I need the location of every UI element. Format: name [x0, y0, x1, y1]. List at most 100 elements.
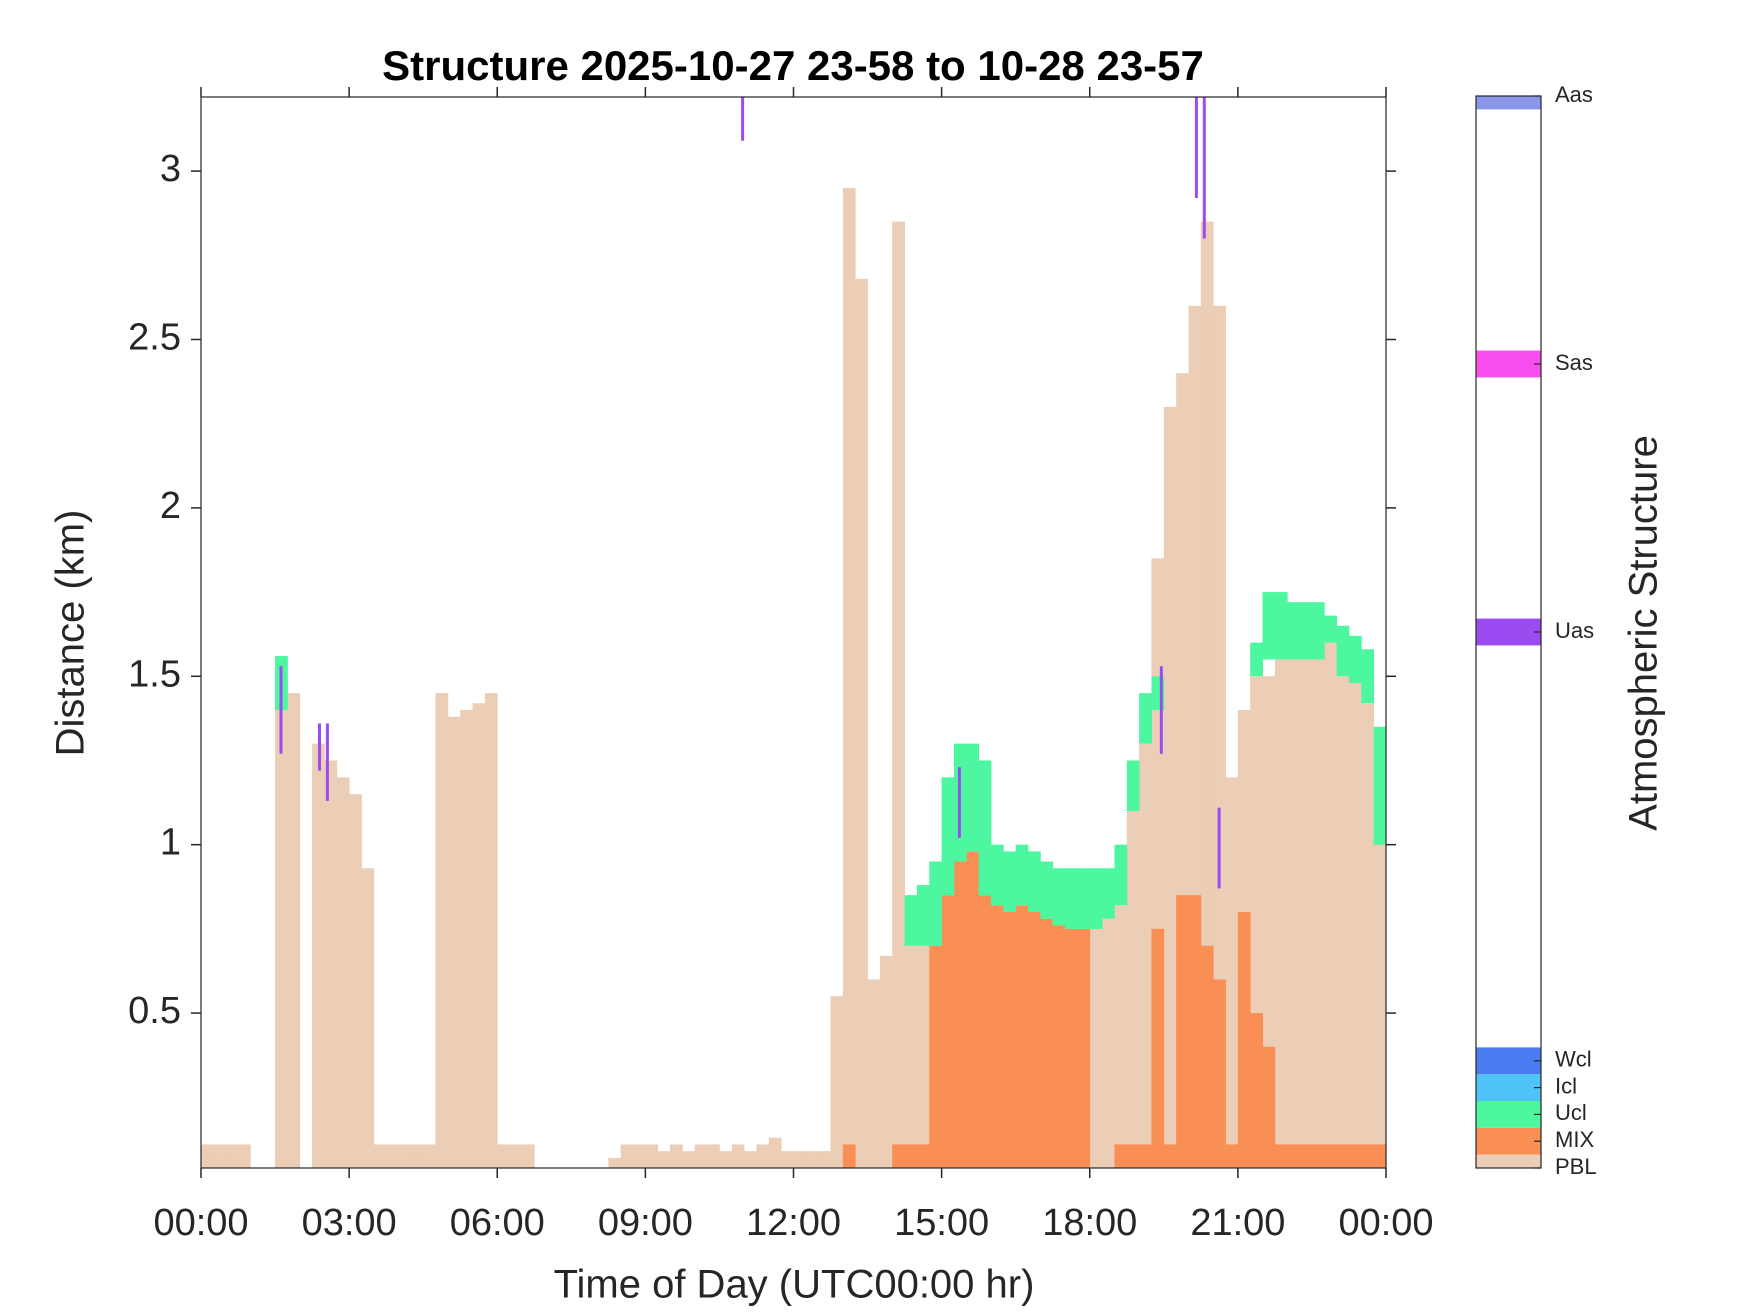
layer-bar	[509, 1144, 523, 1168]
layer-bar	[349, 794, 362, 1168]
layer-bar	[1225, 1144, 1239, 1168]
colorbar-tick-label: Sas	[1555, 350, 1593, 375]
layer-bar	[435, 693, 449, 1168]
colorbar-band	[1476, 1074, 1541, 1101]
layer-bar	[1151, 928, 1165, 1168]
event-bar	[279, 666, 283, 754]
layer-bar	[225, 1144, 239, 1168]
layer-bar	[842, 1144, 856, 1168]
layer-bar	[916, 1144, 930, 1168]
layer-bar	[1015, 844, 1029, 906]
layer-bar	[633, 1144, 646, 1168]
layer-bar	[1200, 945, 1214, 1168]
layer-bar	[731, 1144, 745, 1168]
layer-bar	[1126, 760, 1140, 811]
layer-bar	[879, 955, 893, 1168]
layer-bar	[768, 1137, 782, 1168]
layer-bar	[941, 777, 955, 896]
layer-bar	[1139, 693, 1152, 744]
layer-bar	[966, 743, 980, 852]
layer-bar	[1213, 305, 1226, 1169]
layer-bar	[929, 945, 943, 1168]
layer-bar	[1225, 777, 1239, 1168]
colorbar-tick-label: Wcl	[1555, 1047, 1592, 1072]
layer-bar	[1077, 928, 1091, 1168]
layer-bar	[978, 760, 992, 896]
layer-bar	[1163, 406, 1177, 1168]
layer-bar	[1287, 659, 1300, 1168]
layer-bar	[1176, 895, 1189, 1168]
colorbar-band	[1476, 1154, 1541, 1168]
layer-bar	[1336, 625, 1350, 677]
layer-bar	[497, 1144, 510, 1168]
colorbar-band	[1476, 350, 1541, 378]
layer-bar	[805, 1151, 819, 1168]
layer-bar	[966, 851, 980, 1168]
event-bar	[318, 723, 321, 771]
layer-bar	[1324, 642, 1338, 1168]
layer-bar	[361, 868, 375, 1168]
layer-bar	[1262, 676, 1276, 1168]
colorbar-tick-label: MIX	[1555, 1127, 1594, 1152]
colorbar-tick-label: Icl	[1555, 1073, 1577, 1098]
layer-bar	[1052, 925, 1066, 1168]
layer-bar	[1015, 905, 1029, 1168]
layer-bar	[1274, 1144, 1288, 1168]
layer-bar	[904, 1144, 918, 1168]
layer-bar	[398, 1144, 412, 1168]
x-tick-label: 00:00	[1338, 1202, 1433, 1244]
colorbar-label: Atmospheric Structure	[1622, 435, 1666, 831]
layer-bar	[781, 1151, 794, 1168]
layer-bar	[867, 979, 881, 1168]
layer-bar	[707, 1144, 720, 1168]
layer-bar	[1361, 1144, 1375, 1168]
layer-bar	[1077, 868, 1091, 929]
layer-bar	[991, 844, 1004, 906]
layer-bar	[1311, 1144, 1325, 1168]
layer-bar	[620, 1144, 634, 1168]
layer-bar	[1040, 861, 1054, 919]
layer-bar	[1163, 1144, 1177, 1168]
layer-bar	[842, 187, 856, 1168]
layer-bar	[953, 861, 967, 1168]
layer-bar	[1237, 912, 1251, 1168]
layer-bar	[1336, 676, 1350, 1168]
y-tick-label: 2.5	[128, 317, 181, 359]
layer-bar	[645, 1144, 659, 1168]
layer-bar	[694, 1144, 708, 1168]
layer-bar	[1324, 615, 1338, 643]
layer-bar	[1361, 703, 1375, 1168]
event-bar	[957, 767, 961, 838]
layer-bar	[238, 1144, 251, 1168]
layer-bar	[1065, 868, 1078, 929]
event-bar	[1217, 807, 1221, 889]
layer-bar	[1052, 868, 1066, 926]
colorbar-band	[1476, 1127, 1541, 1155]
layer-bar	[1089, 912, 1103, 1168]
layer-bar	[941, 895, 955, 1168]
layer-bar	[1250, 1013, 1263, 1168]
layer-bar	[892, 1144, 905, 1168]
chart-title: Structure 2025-10-27 23-58 to 10-28 23-5…	[382, 42, 1204, 89]
layer-bar	[929, 861, 943, 946]
y-axis-label: Distance (km)	[49, 510, 93, 757]
layer-bar	[978, 895, 992, 1168]
layer-bar	[336, 777, 350, 1168]
layer-bar	[484, 693, 498, 1168]
layer-bar	[386, 1144, 399, 1168]
layer-bar	[818, 1151, 831, 1168]
layer-bar	[1348, 683, 1362, 1168]
layer-bar	[460, 709, 473, 1168]
event-bar	[1159, 666, 1163, 754]
colorbar-band	[1476, 1101, 1541, 1128]
x-tick-label: 12:00	[746, 1202, 841, 1244]
layer-bar	[213, 1144, 227, 1168]
layer-bar	[1262, 1046, 1276, 1168]
layer-bar	[1262, 592, 1276, 660]
layer-bar	[1213, 979, 1226, 1168]
x-tick-label: 21:00	[1190, 1202, 1285, 1244]
layer-bar	[1114, 844, 1128, 906]
x-tick-label: 18:00	[1042, 1202, 1137, 1244]
layer-bar	[1139, 743, 1152, 1168]
layer-bar	[447, 716, 461, 1168]
